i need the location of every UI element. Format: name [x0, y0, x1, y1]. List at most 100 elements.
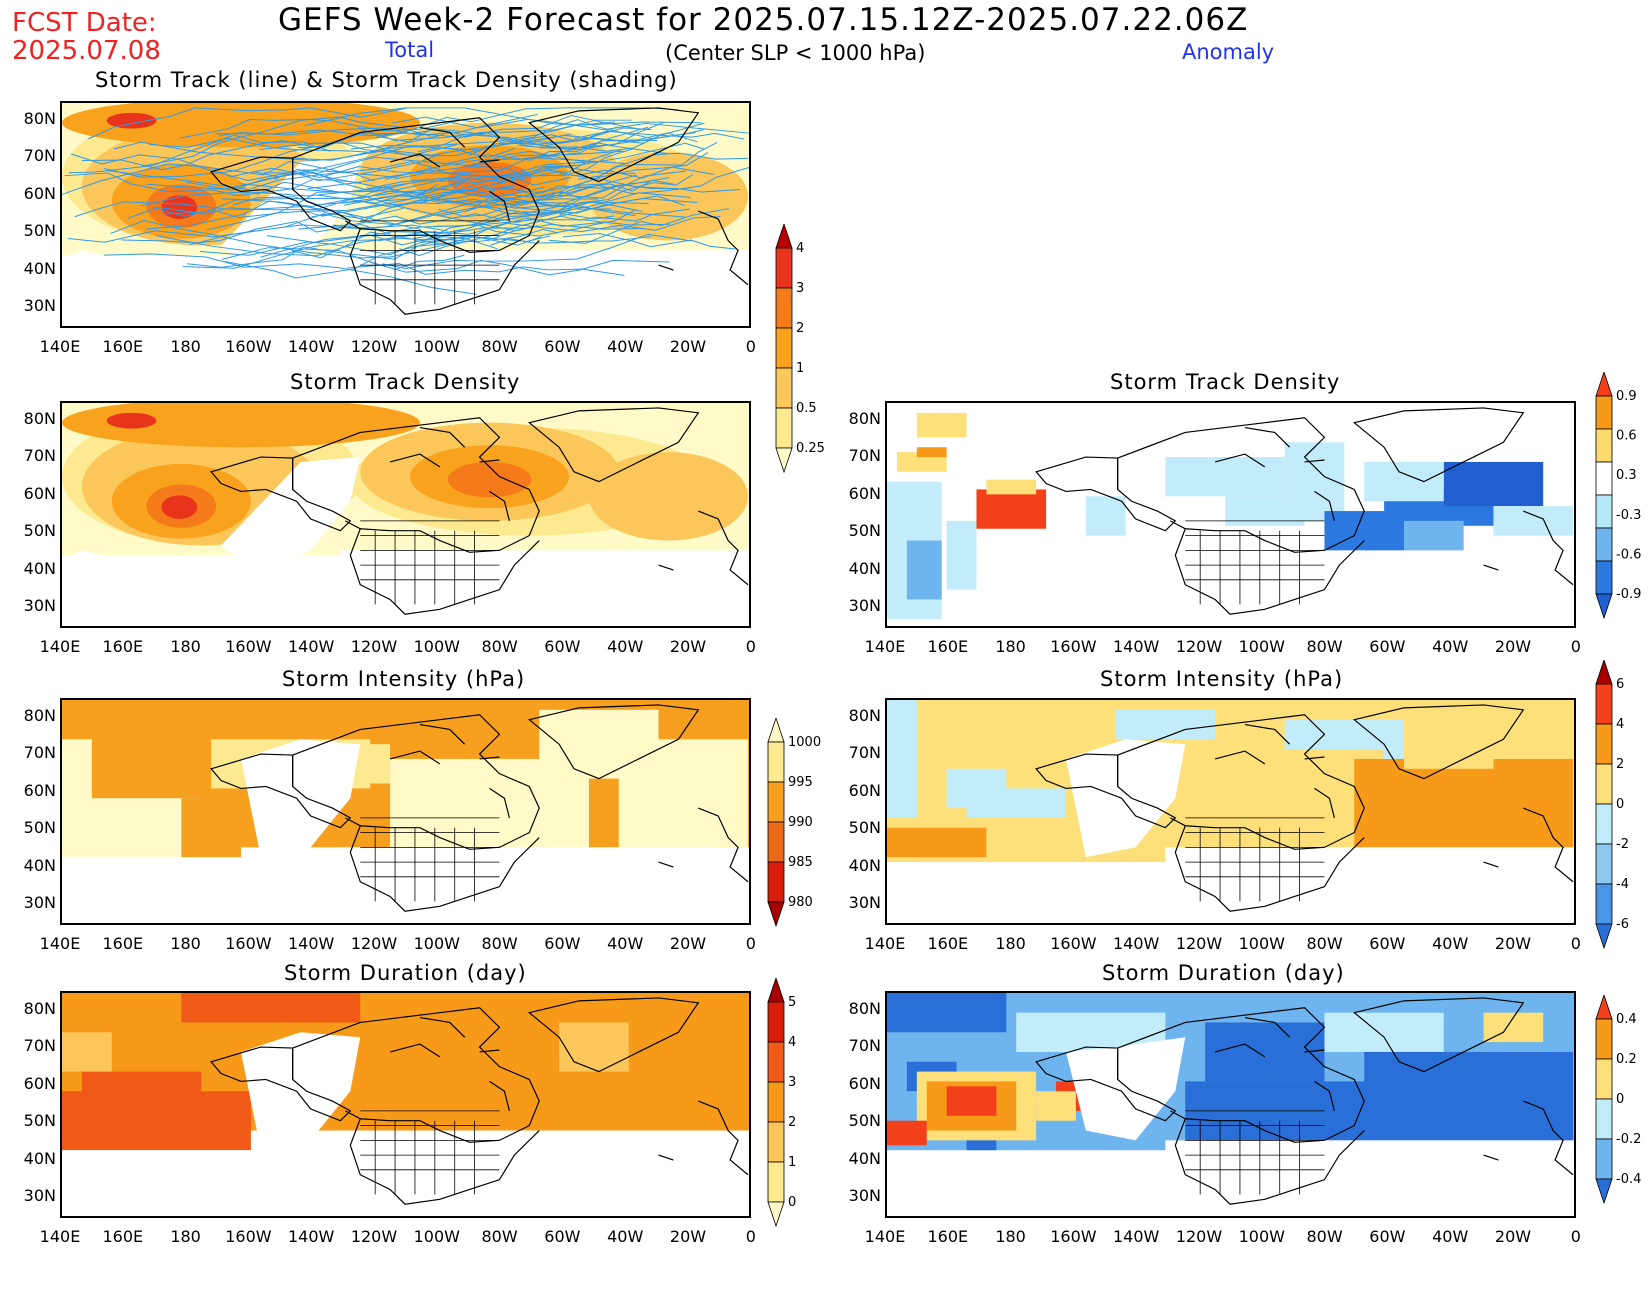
- colorbar-label: 0.9: [1616, 389, 1637, 404]
- anomaly-cell: [916, 847, 977, 858]
- lon-tick-label: 140W: [1113, 934, 1160, 953]
- colorbar-label: 990: [788, 815, 813, 830]
- lon-tick-label: 20W: [1494, 1227, 1532, 1246]
- lon-tick-label: 180: [170, 337, 201, 356]
- duration-cell: [559, 1022, 629, 1072]
- anomaly-cell: [1403, 520, 1464, 551]
- lon-tick-label: 120W: [350, 934, 398, 953]
- lon-tick-label: 160W: [225, 637, 272, 656]
- lat-tick-label: 30N: [23, 296, 56, 315]
- lat-tick-label: 40N: [23, 558, 56, 578]
- lon-tick-label: 160E: [102, 337, 144, 356]
- lat-tick-label: 80N: [23, 109, 56, 128]
- lat-tick-label: 50N: [848, 818, 881, 838]
- anomaly-cell: [1085, 496, 1126, 536]
- anomaly-cell: [946, 1086, 997, 1116]
- colorbar-graphic: 0.4 0.2 0 -0.2 -0.4: [1595, 995, 1641, 1205]
- colorbar-segment: [1595, 560, 1613, 595]
- panel-title-duration-total: Storm Duration (day): [284, 961, 527, 985]
- no-storm-region-south: [1165, 1140, 1574, 1216]
- colorbar-segment: [1595, 461, 1613, 496]
- lon-tick-label: 120W: [350, 637, 398, 656]
- colorbar-segment: [1595, 723, 1613, 765]
- lon-tick-label: 160E: [927, 637, 969, 656]
- colorbar-segment: [775, 367, 793, 409]
- lon-tick-label: 80W: [481, 337, 518, 356]
- lon-tick-label: 140W: [288, 1227, 335, 1246]
- colorbar-segment: [767, 1121, 785, 1163]
- intensity-cell: [360, 744, 391, 784]
- anomaly-cell: [1165, 457, 1285, 497]
- coastline-outline: [210, 407, 749, 615]
- lon-tick-label: 60W: [544, 934, 581, 953]
- lat-tick-label: 80N: [848, 706, 881, 725]
- lon-tick-label: 140W: [288, 637, 335, 656]
- lon-tick-label: 120W: [1175, 1227, 1223, 1246]
- colorbar-segment: [1595, 995, 1613, 1020]
- colorbar-segment: [1595, 1178, 1613, 1205]
- colorbar-label: -0.4: [1616, 1172, 1641, 1187]
- lon-tick-label: 180: [170, 637, 201, 656]
- lon-tick-label: 160W: [1050, 637, 1097, 656]
- colorbar-label: 0.25: [796, 441, 825, 456]
- subtitle: (Center SLP < 1000 hPa): [665, 41, 926, 65]
- colorbar-label: 0.2: [1616, 1052, 1637, 1067]
- lon-tick-label: 20W: [669, 934, 707, 953]
- lon-tick-label: 140E: [864, 637, 906, 656]
- colorbar-graphic: 5 4 3 2 1 0: [767, 978, 796, 1228]
- colorbar-label: 0: [1616, 797, 1624, 812]
- anomaly-cell: [1205, 1022, 1325, 1082]
- map-panel-intensity-total: [60, 698, 751, 925]
- lat-tick-label: 60N: [848, 1073, 881, 1093]
- lon-tick-label: 20W: [1494, 637, 1532, 656]
- lon-tick-label: 100W: [413, 1227, 460, 1246]
- no-storm-region-south: [1165, 847, 1574, 923]
- shade-4-pacific: [161, 495, 198, 519]
- colorbar-segment: [1595, 593, 1613, 620]
- lon-tick-label: 140E: [864, 934, 906, 953]
- lon-tick-label: 0: [1570, 1227, 1581, 1246]
- colorbar-label: 0.3: [1616, 468, 1637, 483]
- intensity-cell: [181, 798, 241, 858]
- lon-tick-label: 180: [170, 934, 201, 953]
- lat-tick-label: 60N: [23, 1073, 56, 1093]
- lat-tick-label: 80N: [848, 999, 881, 1018]
- colorbar-label: -0.3: [1616, 508, 1641, 523]
- lat-tick-label: 30N: [848, 893, 881, 912]
- no-storm-region: [240, 1032, 361, 1151]
- lat-tick-label: 70N: [23, 146, 56, 166]
- lon-tick-label: 40W: [607, 1227, 644, 1246]
- lon-tick-label: 100W: [1238, 637, 1285, 656]
- intensity-cell: [62, 798, 202, 858]
- colorbar-intensity-anomaly: 6 4 2 0 -2 -4 -6: [1590, 660, 1650, 1014]
- lon-tick-label: 40W: [1432, 934, 1469, 953]
- coastline-outline: [1035, 997, 1574, 1205]
- lat-tick-label: 70N: [848, 743, 881, 763]
- panel-title-density-anom: Storm Track Density: [1110, 370, 1341, 394]
- lat-tick-label: 80N: [23, 706, 56, 725]
- state-boundaries: [1185, 1110, 1325, 1195]
- lon-tick-label: 140E: [39, 337, 81, 356]
- colorbar-segment: [1595, 1138, 1613, 1180]
- lat-tick-label: 60N: [848, 483, 881, 503]
- anomaly-cell: [1483, 729, 1574, 759]
- state-boundaries: [360, 817, 500, 902]
- shade-4-arctic: [106, 112, 157, 129]
- colorbar-segment: [1595, 1058, 1613, 1100]
- map-panel-duration-anomaly: [885, 991, 1576, 1218]
- colorbar-segment: [1595, 527, 1613, 562]
- colorbar-segment: [767, 821, 785, 863]
- lat-tick-label: 70N: [23, 1036, 56, 1056]
- colorbar-density: 4 3 2 1 0.5 0.25: [770, 224, 850, 538]
- anomaly-cell: [976, 489, 1047, 529]
- state-boundaries: [360, 220, 500, 305]
- intensity-cell: [618, 729, 749, 848]
- lon-tick-label: 160E: [102, 637, 144, 656]
- no-storm-region-south: [340, 550, 749, 626]
- anomaly-cell: [1493, 506, 1574, 536]
- lon-tick-label: 80W: [1306, 637, 1343, 656]
- colorbar-intensity: 1000 995 990 985 980: [762, 718, 842, 992]
- colorbar-label: 0: [1616, 1092, 1624, 1107]
- no-storm-region: [1065, 739, 1186, 858]
- colorbar-segment: [1595, 428, 1613, 463]
